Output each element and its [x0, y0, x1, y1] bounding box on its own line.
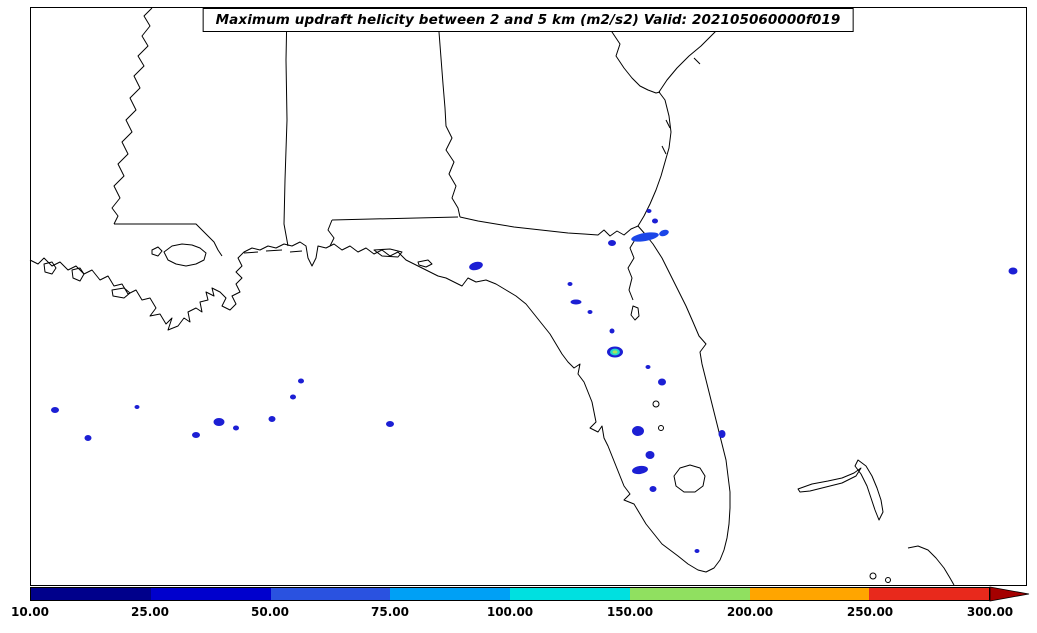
- helicity-blob: [645, 451, 655, 459]
- colorbar-arrow: [990, 587, 1029, 601]
- helicity-blob: [290, 394, 296, 400]
- calcasieu-lake: [72, 268, 84, 281]
- colorbar-segment: [150, 588, 271, 600]
- helicity-blob: [646, 209, 652, 213]
- st-andrew-bay: [418, 260, 432, 267]
- sabine-lake: [44, 262, 56, 274]
- al-fl-border: [332, 217, 458, 220]
- bahama-cay: [870, 573, 876, 579]
- lake-pontchartrain: [164, 244, 206, 266]
- helicity-blob: [134, 405, 140, 409]
- helicity-blob-layer: [51, 209, 1018, 553]
- colorbar-segment: [749, 588, 870, 600]
- colorbar-tick-label: 25.00: [131, 605, 169, 619]
- choctawhatchee-bay: [374, 249, 402, 257]
- central-fl-lake: [653, 401, 659, 407]
- colorbar-segment: [270, 588, 391, 600]
- helicity-blob: [84, 435, 92, 441]
- lake-okeechobee: [674, 465, 705, 492]
- helicity-blob: [298, 378, 304, 384]
- helicity-blob: [609, 328, 615, 334]
- helicity-blob: [51, 407, 59, 413]
- helicity-blob: [645, 365, 651, 369]
- coastline-group: [30, 8, 733, 572]
- colorbar-tick-label: 200.00: [726, 605, 774, 619]
- colorbar-tick-label: 150.00: [606, 605, 654, 619]
- abaco-island: [855, 460, 883, 520]
- helicity-blob: [608, 240, 616, 246]
- colorbar-segment: [390, 588, 510, 600]
- lake-maurepas: [152, 247, 162, 256]
- plot-title: Maximum updraft helicity between 2 and 5…: [202, 8, 854, 32]
- colorbar-tick-label: 75.00: [371, 605, 409, 619]
- st-johns-river: [628, 238, 636, 300]
- mississippi-river-border: [112, 8, 152, 224]
- colorbar-tick-label: 100.00: [486, 605, 534, 619]
- helicity-blob: [268, 416, 276, 422]
- map-frame: [30, 7, 1027, 586]
- grand-bahama-island: [798, 468, 861, 492]
- helicity-blob: [649, 486, 657, 492]
- helicity-blob: [213, 418, 225, 426]
- helicity-blob: [386, 421, 394, 427]
- helicity-blob: [694, 549, 700, 553]
- helicity-blob: [192, 432, 200, 438]
- helicity-blob: [612, 350, 618, 354]
- la-ms-border: [114, 224, 222, 256]
- helicity-blob: [632, 465, 648, 475]
- andros-coast: [908, 546, 954, 585]
- helicity-blob: [652, 218, 658, 224]
- helicity-blob: [658, 378, 666, 386]
- helicity-blob: [631, 232, 659, 242]
- colorbar-segment: [869, 588, 989, 600]
- colorbar-tick-label: 250.00: [846, 605, 894, 619]
- gulf-atlantic-coastline: [30, 8, 733, 572]
- helicity-blob: [659, 229, 669, 237]
- colorbar-tick-label: 300.00: [966, 605, 1014, 619]
- bahama-cay: [886, 578, 891, 583]
- helicity-blob: [567, 282, 573, 286]
- helicity-blob: [718, 430, 726, 438]
- helicity-blob: [587, 310, 593, 314]
- ms-al-border: [284, 8, 288, 246]
- colorbar-segment: [510, 588, 630, 600]
- helicity-blob: [632, 426, 644, 436]
- helicity-blob: [233, 425, 239, 431]
- helicity-blob: [570, 299, 582, 305]
- al-ga-border: [437, 8, 460, 217]
- colorbar-segment: [629, 588, 750, 600]
- colorbar-tick-label: 50.00: [251, 605, 289, 619]
- helicity-blob: [1008, 267, 1018, 275]
- grand-lake: [112, 288, 130, 298]
- fl-ga-border: [460, 217, 638, 236]
- state-border-group: [112, 8, 660, 256]
- colorbar-segment: [31, 588, 151, 600]
- ga-sea-islands: [662, 58, 700, 154]
- central-fl-lake: [659, 426, 664, 431]
- helicity-blob: [469, 261, 483, 271]
- perdido-river-border: [328, 220, 334, 246]
- lake-george: [631, 306, 639, 320]
- lake-group: [44, 244, 705, 492]
- island-group: [244, 58, 954, 585]
- colorbar: [30, 587, 990, 601]
- colorbar-tick-label: 10.00: [11, 605, 49, 619]
- ms-barrier-islands: [244, 250, 302, 253]
